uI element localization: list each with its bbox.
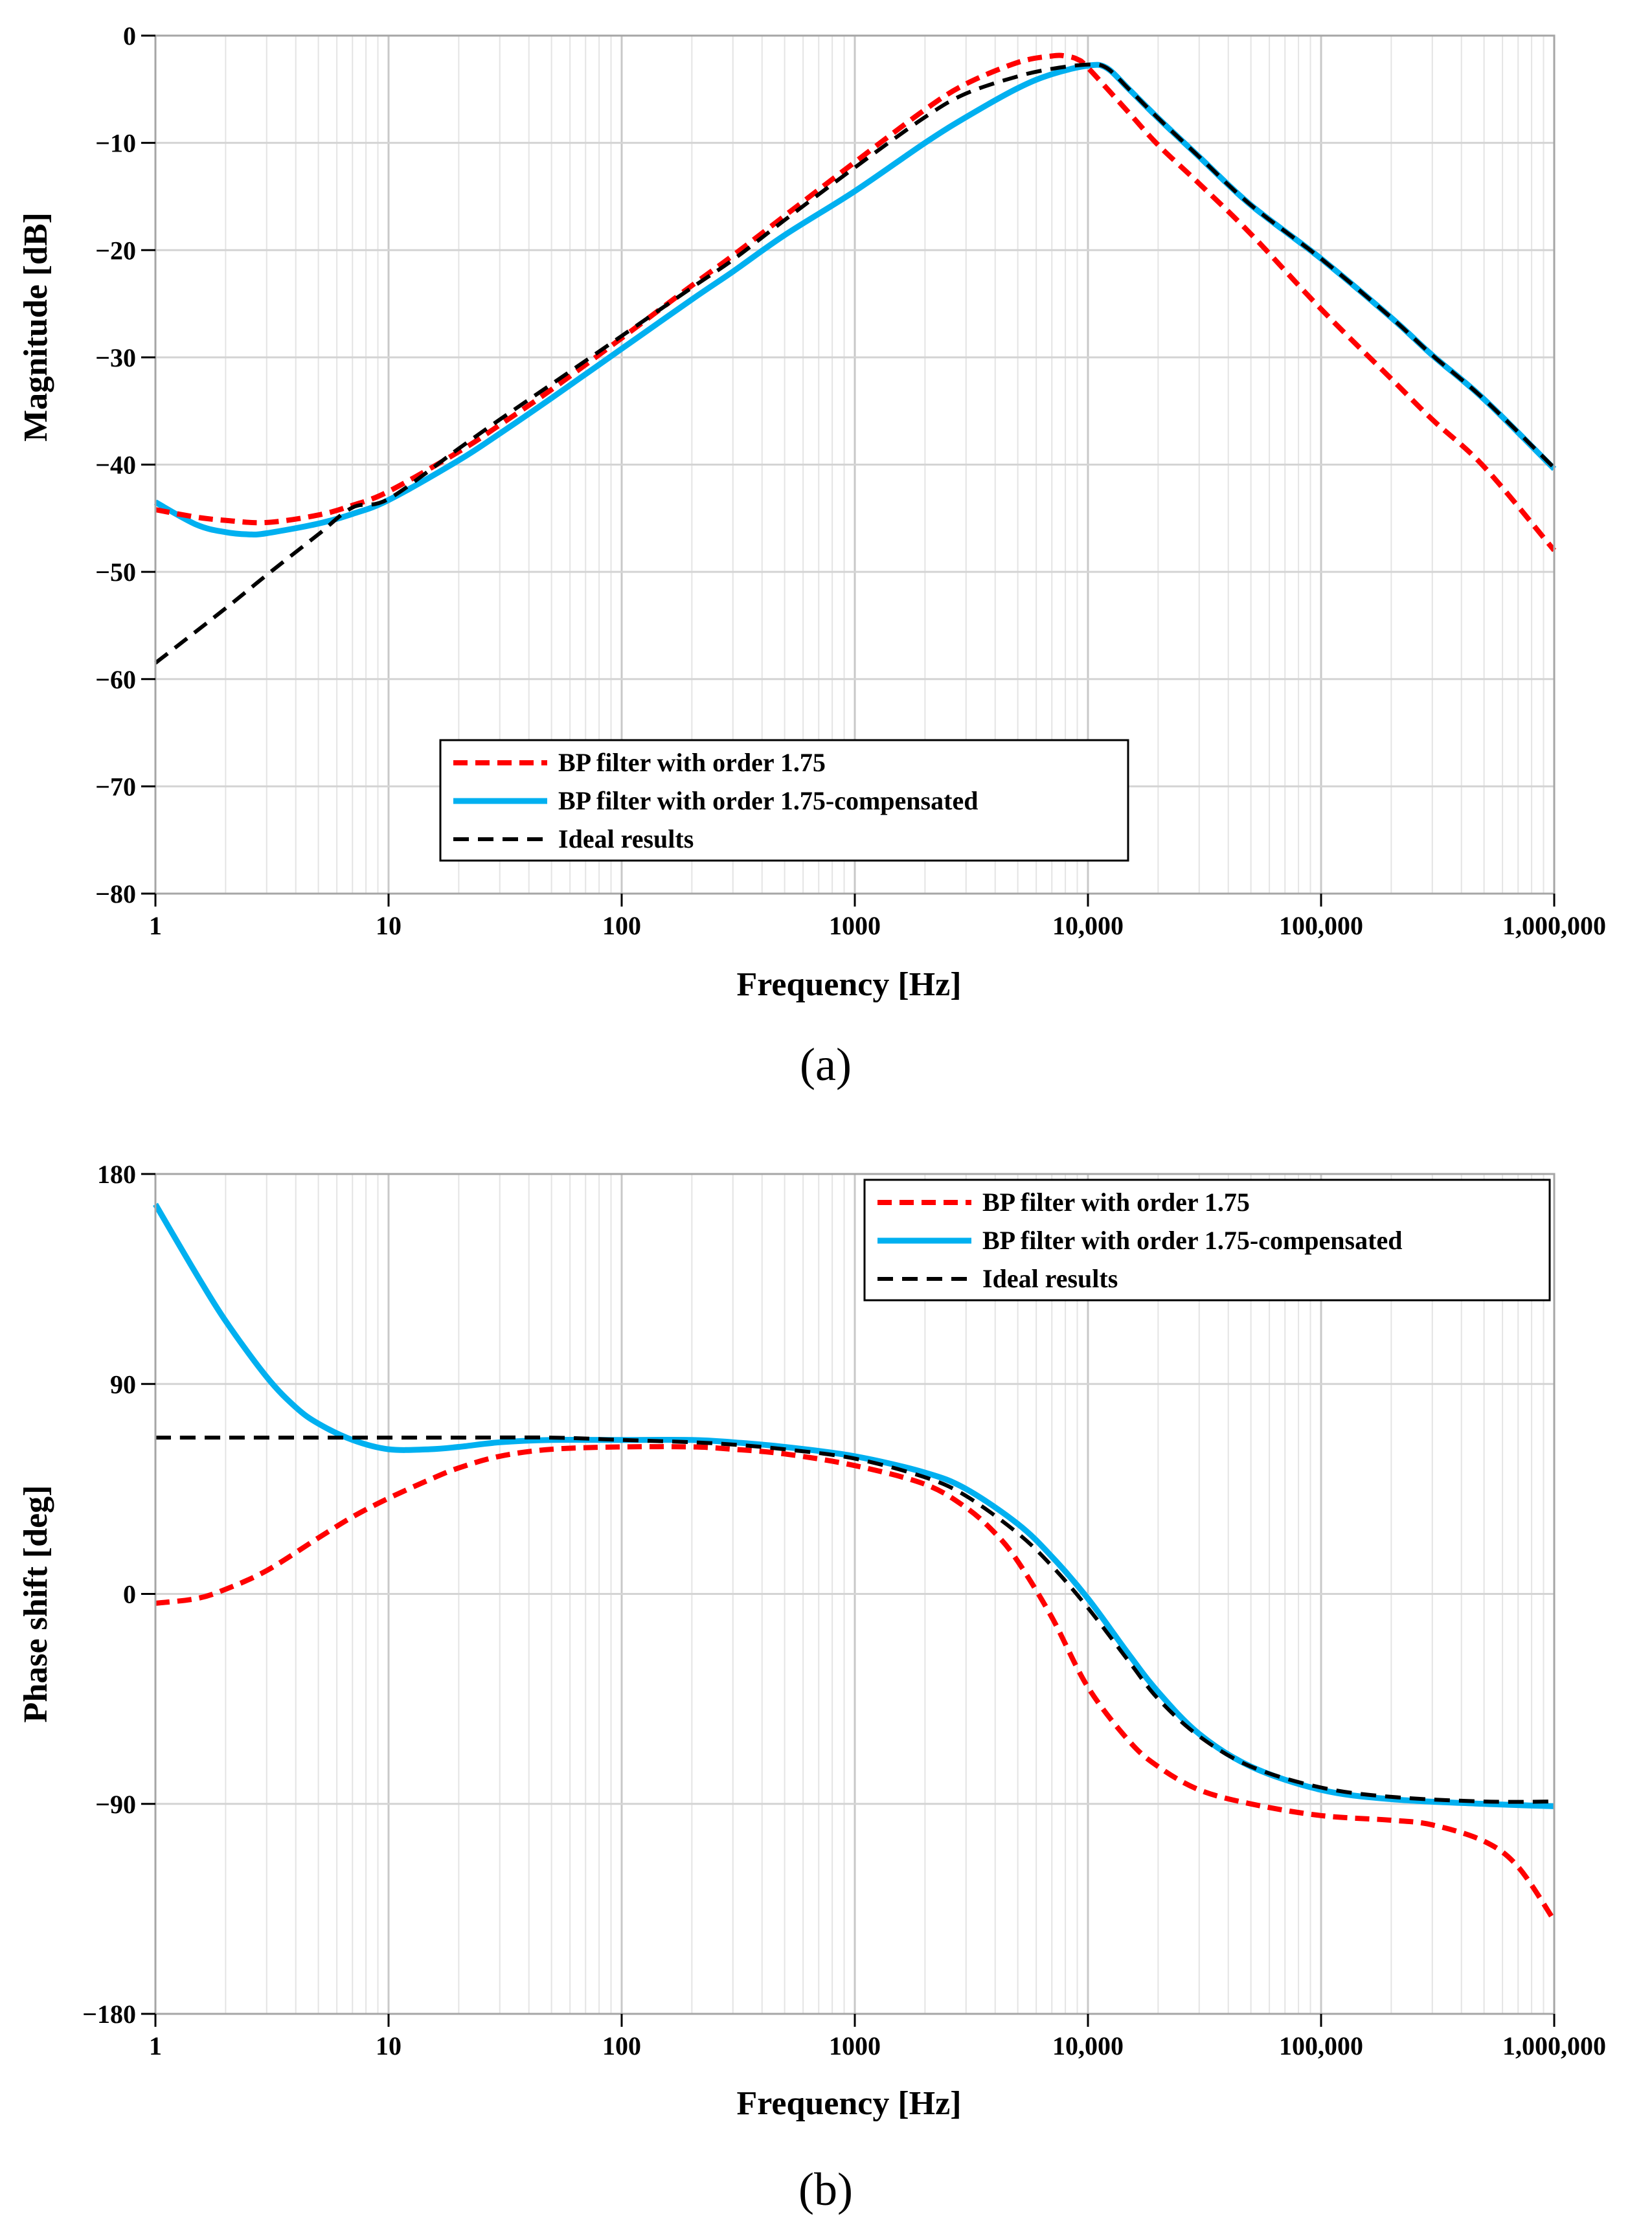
phase-y-tick-label: 90 <box>110 1370 136 1399</box>
magnitude-y-tick-label: −70 <box>95 772 136 801</box>
phase-y-tick-label: 0 <box>123 1580 136 1609</box>
phase-y-tick-label: −90 <box>95 1790 136 1819</box>
magnitude-y-ticks: 0 −10 −20 −30 −40 −50 −60 −70 −80 <box>95 21 155 908</box>
phase-x-ticks: 1 10 100 1000 10,000 100,000 1,000,000 <box>149 2014 1606 2060</box>
magnitude-x-tick-label: 10 <box>376 911 402 940</box>
magnitude-legend-box <box>439 739 1129 862</box>
phase-x-tick-label: 1,000,000 <box>1502 2031 1606 2060</box>
magnitude-y-tick-label: −10 <box>95 129 136 158</box>
phase-legend: BP filter with order 1.75 BP filter with… <box>863 1179 1551 1302</box>
magnitude-series-2 <box>154 62 1556 665</box>
phase-series-0 <box>155 1444 1557 1923</box>
phase-legend-label-0: BP filter with order 1.75 <box>982 1188 1250 1217</box>
magnitude-legend-label-1: BP filter with order 1.75-compensated <box>558 786 978 815</box>
magnitude-x-tick-label: 100,000 <box>1279 911 1363 940</box>
phase-series <box>153 1202 1557 1923</box>
magnitude-y-axis-title: Magnitude [dB] <box>17 212 54 442</box>
phase-series-2 <box>155 1435 1555 1804</box>
magnitude-y-tick-label: −60 <box>95 665 136 694</box>
magnitude-series-1 <box>153 62 1557 537</box>
phase-series-1 <box>153 1202 1555 1809</box>
phase-x-tick-label: 1 <box>149 2031 162 2060</box>
magnitude-series <box>153 52 1557 665</box>
magnitude-y-tick-label: −40 <box>95 451 136 480</box>
phase-legend-label-2: Ideal results <box>982 1264 1118 1293</box>
phase-x-tick-label: 100 <box>602 2031 641 2060</box>
phase-legend-box <box>863 1179 1551 1302</box>
phase-x-tick-label: 1000 <box>829 2031 881 2060</box>
magnitude-legend: BP filter with order 1.75 BP filter with… <box>439 739 1129 862</box>
phase-x-tick-label: 100,000 <box>1279 2031 1363 2060</box>
magnitude-x-axis-title: Frequency [Hz] <box>736 966 961 1003</box>
magnitude-chart: 0 −10 −20 −30 −40 −50 −60 −70 −80 1 10 100 1000 10,0… <box>17 21 1606 1090</box>
panel-label-a: (a) <box>800 1039 852 1090</box>
phase-x-axis-title: Frequency [Hz] <box>736 2085 961 2122</box>
phase-y-axis-title: Phase shift [deg] <box>17 1485 54 1723</box>
phase-chart: 180 90 0 −90 −180 1 10 100 1000 10,000 100,000 1,0… <box>17 1160 1606 2215</box>
panel-label-b: (b) <box>798 2163 853 2215</box>
magnitude-series-0 <box>155 52 1557 552</box>
phase-x-tick-label: 10 <box>376 2031 402 2060</box>
magnitude-x-tick-label: 10,000 <box>1052 911 1124 940</box>
magnitude-x-tick-label: 100 <box>602 911 641 940</box>
magnitude-y-tick-label: −50 <box>95 558 136 587</box>
magnitude-y-tick-label: −80 <box>95 879 136 908</box>
magnitude-legend-label-2: Ideal results <box>558 824 694 853</box>
magnitude-x-tick-label: 1,000,000 <box>1502 911 1606 940</box>
magnitude-x-tick-label: 1 <box>149 911 162 940</box>
magnitude-y-tick-label: 0 <box>123 21 136 51</box>
phase-y-tick-label: −180 <box>82 2000 136 2029</box>
phase-y-ticks: 180 90 0 −90 −180 <box>82 1160 155 2029</box>
phase-y-tick-label: 180 <box>97 1160 136 1189</box>
phase-x-tick-label: 10,000 <box>1052 2031 1124 2060</box>
magnitude-legend-label-0: BP filter with order 1.75 <box>558 748 826 777</box>
phase-legend-label-1: BP filter with order 1.75-compensated <box>982 1226 1402 1255</box>
magnitude-y-tick-label: −20 <box>95 236 136 265</box>
magnitude-x-tick-label: 1000 <box>829 911 881 940</box>
magnitude-x-ticks: 1 10 100 1000 10,000 100,000 1,000,000 <box>149 894 1606 940</box>
magnitude-y-tick-label: −30 <box>95 343 136 372</box>
